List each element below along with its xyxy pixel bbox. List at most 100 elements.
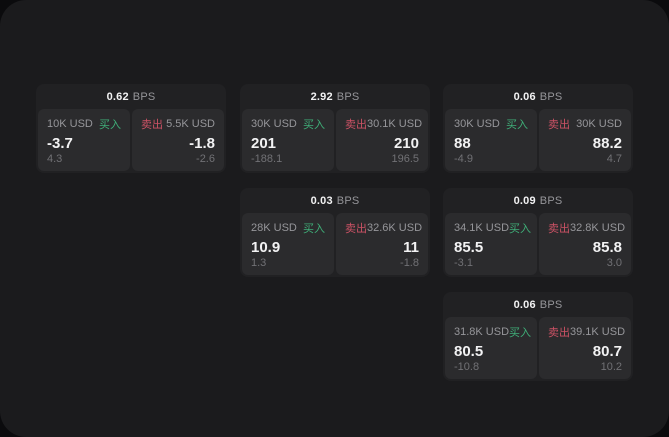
card-header: 0.09 BPS (443, 188, 633, 213)
buy-price: 10.9 (251, 238, 281, 256)
buy-tile[interactable]: 31.8K USD 买入 80.5 -10.8 (445, 317, 537, 379)
card-body: 30K USD 买入 201 -188.1 卖出 30.1K USD 210 1… (242, 109, 428, 171)
sell-tile-header: 卖出 30.1K USD (345, 116, 423, 132)
sell-delta: 3.0 (606, 257, 622, 269)
card-body: 30K USD 买入 88 -4.9 卖出 30K USD 88.2 4.7 (445, 109, 631, 171)
sell-price: -1.8 (189, 134, 215, 152)
buy-price: 201 (251, 134, 277, 152)
buy-delta: 1.3 (251, 257, 267, 269)
sell-price: 210 (393, 134, 419, 152)
sell-delta: 4.7 (606, 153, 622, 165)
buy-price: 85.5 (454, 238, 484, 256)
buy-side-label: 买入 (303, 119, 325, 131)
sell-amount: 30.1K USD (367, 118, 423, 130)
sell-price: 88.2 (592, 134, 622, 152)
sell-tile[interactable]: 卖出 39.1K USD 80.7 10.2 (539, 317, 631, 379)
bps-value: 0.06 (513, 90, 536, 103)
buy-delta: -3.1 (454, 257, 473, 269)
quote-card: 0.62 BPS 10K USD 买入 -3.7 4.3 卖出 5.5K USD (36, 84, 226, 173)
sell-tile[interactable]: 卖出 32.8K USD 85.8 3.0 (539, 213, 631, 275)
sell-tile[interactable]: 卖出 32.6K USD 11 -1.8 (336, 213, 428, 275)
buy-tile-header: 10K USD 买入 (47, 116, 121, 132)
bps-unit-label: BPS (539, 90, 563, 103)
buy-side-label: 买入 (509, 327, 532, 339)
bps-unit-label: BPS (539, 298, 563, 311)
card-body: 10K USD 买入 -3.7 4.3 卖出 5.5K USD -1.8 -2.… (38, 109, 224, 171)
buy-amount: 10K USD (47, 118, 93, 130)
buy-amount: 30K USD (251, 118, 297, 130)
buy-tile-header: 30K USD 买入 (454, 116, 528, 132)
sell-tile-header: 卖出 39.1K USD (548, 324, 626, 340)
quote-card: 0.06 BPS 31.8K USD 买入 80.5 -10.8 卖出 39.1… (443, 292, 633, 381)
buy-delta: -188.1 (251, 153, 283, 165)
sell-tile[interactable]: 卖出 30.1K USD 210 196.5 (336, 109, 428, 171)
buy-amount: 31.8K USD (454, 326, 510, 338)
sell-delta: 10.2 (600, 361, 622, 373)
card-header: 0.06 BPS (443, 292, 633, 317)
buy-tile-header: 34.1K USD 买入 (454, 220, 532, 236)
card-header: 0.62 BPS (36, 84, 226, 109)
buy-amount: 28K USD (251, 222, 297, 234)
buy-price: 80.5 (454, 342, 484, 360)
bps-value: 0.06 (513, 298, 536, 311)
sell-side-label: 卖出 (345, 223, 367, 235)
sell-amount: 32.8K USD (570, 222, 626, 234)
quote-card: 2.92 BPS 30K USD 买入 201 -188.1 卖出 30.1K … (240, 84, 430, 173)
sell-amount: 32.6K USD (367, 222, 423, 234)
sell-price: 85.8 (592, 238, 622, 256)
card-body: 28K USD 买入 10.9 1.3 卖出 32.6K USD 11 -1.8 (242, 213, 428, 275)
sell-amount: 39.1K USD (570, 326, 626, 338)
sell-delta: -2.6 (196, 153, 215, 165)
card-body: 31.8K USD 买入 80.5 -10.8 卖出 39.1K USD 80.… (445, 317, 631, 379)
bps-value: 0.03 (310, 194, 333, 207)
buy-delta: 4.3 (47, 153, 63, 165)
buy-tile-header: 28K USD 买入 (251, 220, 325, 236)
sell-side-label: 卖出 (548, 327, 570, 339)
buy-price: 88 (454, 134, 471, 152)
buy-tile[interactable]: 30K USD 买入 88 -4.9 (445, 109, 537, 171)
buy-delta: -10.8 (454, 361, 480, 373)
buy-amount: 34.1K USD (454, 222, 510, 234)
buy-side-label: 买入 (303, 223, 325, 235)
bps-value: 0.62 (106, 90, 129, 103)
buy-side-label: 买入 (99, 119, 121, 131)
buy-price: -3.7 (47, 134, 73, 152)
bps-value: 0.09 (513, 194, 536, 207)
sell-side-label: 卖出 (548, 119, 570, 131)
card-header: 2.92 BPS (240, 84, 430, 109)
card-body: 34.1K USD 买入 85.5 -3.1 卖出 32.8K USD 85.8… (445, 213, 631, 275)
buy-tile[interactable]: 10K USD 买入 -3.7 4.3 (38, 109, 130, 171)
bps-unit-label: BPS (336, 194, 360, 207)
sell-side-label: 卖出 (141, 119, 163, 131)
buy-amount: 30K USD (454, 118, 500, 130)
bps-unit-label: BPS (132, 90, 156, 103)
sell-tile-header: 卖出 32.8K USD (548, 220, 626, 236)
sell-amount: 30K USD (576, 118, 622, 130)
card-header: 0.03 BPS (240, 188, 430, 213)
quote-cards-grid: 0.62 BPS 10K USD 买入 -3.7 4.3 卖出 5.5K USD (36, 84, 633, 381)
sell-side-label: 卖出 (548, 223, 570, 235)
bps-unit-label: BPS (539, 194, 563, 207)
sell-amount: 5.5K USD (166, 118, 215, 130)
sell-price: 80.7 (592, 342, 622, 360)
bps-unit-label: BPS (336, 90, 360, 103)
sell-tile-header: 卖出 5.5K USD (141, 116, 215, 132)
buy-tile-header: 31.8K USD 买入 (454, 324, 532, 340)
buy-tile[interactable]: 34.1K USD 买入 85.5 -3.1 (445, 213, 537, 275)
buy-side-label: 买入 (506, 119, 528, 131)
buy-side-label: 买入 (509, 223, 532, 235)
sell-delta: 196.5 (391, 153, 419, 165)
sell-side-label: 卖出 (345, 119, 367, 131)
sell-tile[interactable]: 卖出 5.5K USD -1.8 -2.6 (132, 109, 224, 171)
buy-delta: -4.9 (454, 153, 473, 165)
bps-value: 2.92 (310, 90, 333, 103)
sell-tile-header: 卖出 32.6K USD (345, 220, 423, 236)
quote-card: 0.06 BPS 30K USD 买入 88 -4.9 卖出 30K USD (443, 84, 633, 173)
sell-tile[interactable]: 卖出 30K USD 88.2 4.7 (539, 109, 631, 171)
buy-tile[interactable]: 30K USD 买入 201 -188.1 (242, 109, 334, 171)
sell-delta: -1.8 (400, 257, 419, 269)
quote-card: 0.09 BPS 34.1K USD 买入 85.5 -3.1 卖出 32.8K… (443, 188, 633, 277)
sell-tile-header: 卖出 30K USD (548, 116, 622, 132)
buy-tile[interactable]: 28K USD 买入 10.9 1.3 (242, 213, 334, 275)
